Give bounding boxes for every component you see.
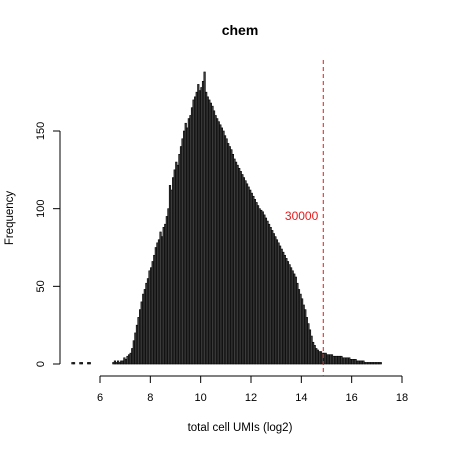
- x-tick-label: 12: [245, 392, 257, 404]
- x-axis-label: total cell UMIs (log2): [188, 422, 293, 434]
- histogram-bars: [71, 71, 382, 365]
- histogram-bar: [379, 362, 382, 365]
- y-axis-label: Frequency: [4, 191, 16, 246]
- chart-title: chem: [222, 22, 259, 38]
- y-tick-label: 150: [35, 122, 47, 140]
- x-tick-label: 14: [295, 392, 307, 404]
- y-tick-label: 50: [35, 280, 47, 292]
- x-tick-label: 6: [97, 392, 103, 404]
- x-tick-label: 16: [346, 392, 358, 404]
- x-axis-ticks: 6 8 10 12 14 16 18: [97, 376, 408, 404]
- x-tick-label: 8: [147, 392, 153, 404]
- histogram-bar: [88, 362, 91, 365]
- y-axis-ticks: 0 50 100 150: [35, 122, 60, 367]
- histogram-bar: [80, 362, 83, 365]
- y-tick-label: 100: [35, 199, 47, 217]
- threshold-label: 30000: [285, 209, 319, 223]
- x-tick-label: 10: [195, 392, 207, 404]
- y-tick-label: 0: [35, 361, 47, 367]
- x-tick-label: 18: [396, 392, 408, 404]
- histogram-bar: [72, 362, 76, 365]
